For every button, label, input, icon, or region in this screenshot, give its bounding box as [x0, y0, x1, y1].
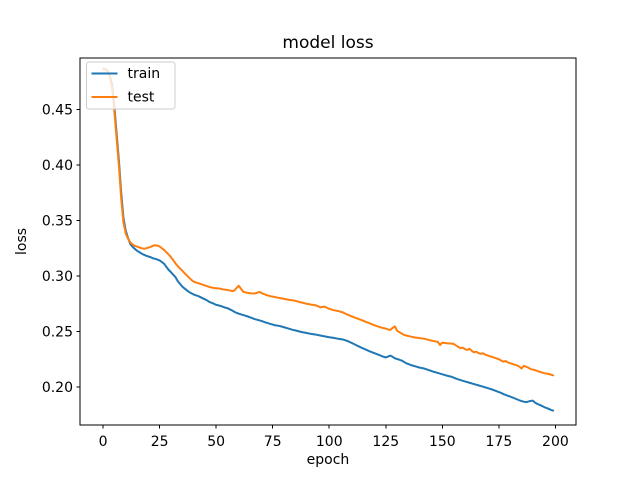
- x-tick-label: 125: [372, 434, 399, 450]
- y-tick-label: 0.45: [42, 103, 73, 119]
- legend-label-test: test: [128, 90, 155, 106]
- x-tick-label: 100: [316, 434, 343, 450]
- y-tick-label: 0.35: [42, 214, 73, 230]
- chart-title: model loss: [282, 33, 373, 53]
- y-tick-label: 0.30: [42, 269, 73, 285]
- y-tick-label: 0.20: [42, 380, 73, 396]
- x-tick-label: 200: [542, 434, 569, 450]
- legend: train test: [86, 61, 176, 110]
- y-tick-label: 0.25: [42, 324, 73, 340]
- series-line-test: [102, 67, 555, 377]
- y-tick-label: 0.40: [42, 158, 73, 174]
- legend-label-train: train: [128, 66, 161, 82]
- x-tick-label: 75: [264, 434, 282, 450]
- x-tick-label: 25: [151, 434, 169, 450]
- series-line-train: [102, 67, 555, 412]
- x-tick-label: 0: [99, 434, 108, 450]
- x-axis-label: epoch: [307, 452, 350, 468]
- x-tick-label: 175: [486, 434, 513, 450]
- y-axis: 0.20 0.25 0.30 0.35 0.40 0.45: [42, 103, 80, 396]
- x-axis: 0 25 50 75 100 125 150 175 200: [99, 425, 569, 450]
- plot-area: [79, 57, 577, 426]
- x-tick-label: 150: [429, 434, 456, 450]
- x-tick-label: 50: [207, 434, 225, 450]
- series-lines: [102, 67, 555, 412]
- y-axis-label: loss: [14, 228, 30, 255]
